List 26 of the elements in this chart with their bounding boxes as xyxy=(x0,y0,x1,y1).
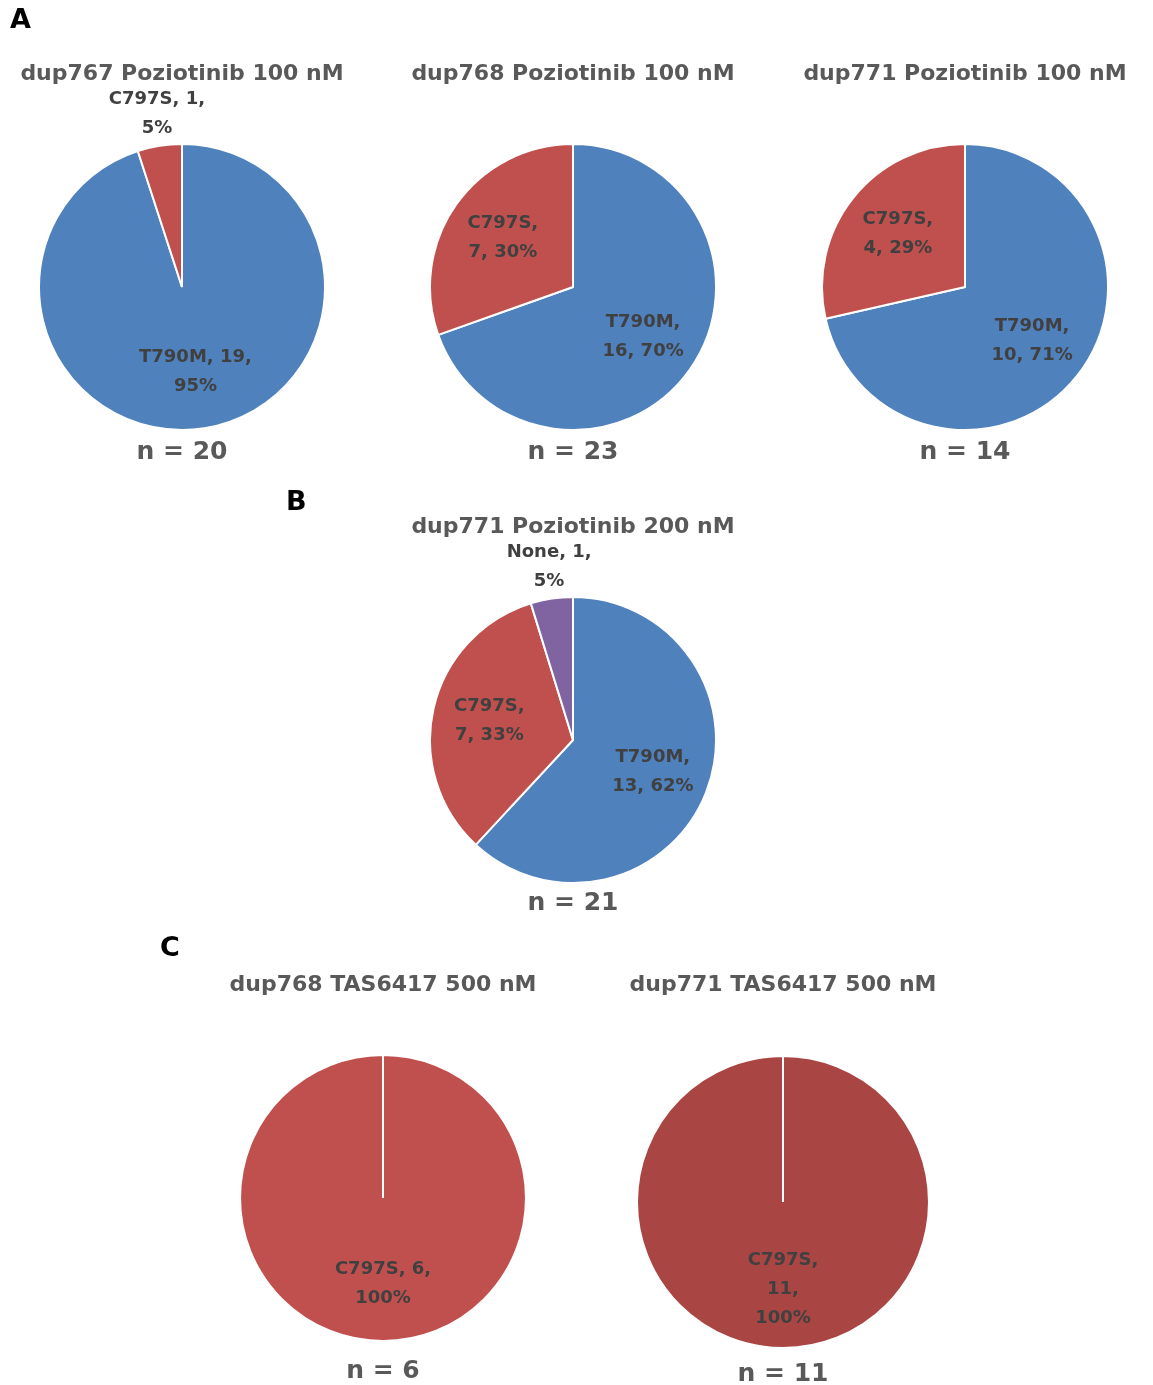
text: n = 23 xyxy=(526,436,620,465)
slice-label: T790M, 19, 95% xyxy=(139,344,252,395)
slice-label: None, 1, 5% xyxy=(506,540,592,591)
slice-label: C797S, 11, 100% xyxy=(747,1248,819,1328)
text: A xyxy=(10,3,31,34)
text: n = 6 xyxy=(345,1355,421,1384)
chart-title: dup771 Poziotinib 200 nM xyxy=(411,513,735,538)
text: n = 11 xyxy=(736,1358,830,1385)
slice-label: C797S, 4, 29% xyxy=(862,206,934,257)
chart-title: dup768 TAS6417 500 nM xyxy=(229,971,537,996)
slice-label: C797S, 7, 30% xyxy=(467,210,539,261)
slice-label: C797S, 6, 100% xyxy=(334,1256,432,1307)
chart-title: dup771 Poziotinib 100 nM xyxy=(803,60,1127,85)
slice-label: C797S, 1, 5% xyxy=(108,87,206,138)
text: n = 21 xyxy=(526,887,620,916)
text: C xyxy=(160,931,180,962)
text: B xyxy=(286,485,307,516)
text: n = 20 xyxy=(135,436,229,465)
chart-title: dup767 Poziotinib 100 nM xyxy=(20,60,344,85)
slice-label: T790M, 16, 70% xyxy=(602,309,684,360)
text: n = 14 xyxy=(918,436,1012,465)
slice-label: T790M, 13, 62% xyxy=(612,744,694,795)
chart-title: dup768 Poziotinib 100 nM xyxy=(411,60,735,85)
chart-title: dup771 TAS6417 500 nM xyxy=(629,971,937,996)
slice-label: T790M, 10, 71% xyxy=(991,313,1073,364)
slice-label: C797S, 7, 33% xyxy=(454,694,525,745)
